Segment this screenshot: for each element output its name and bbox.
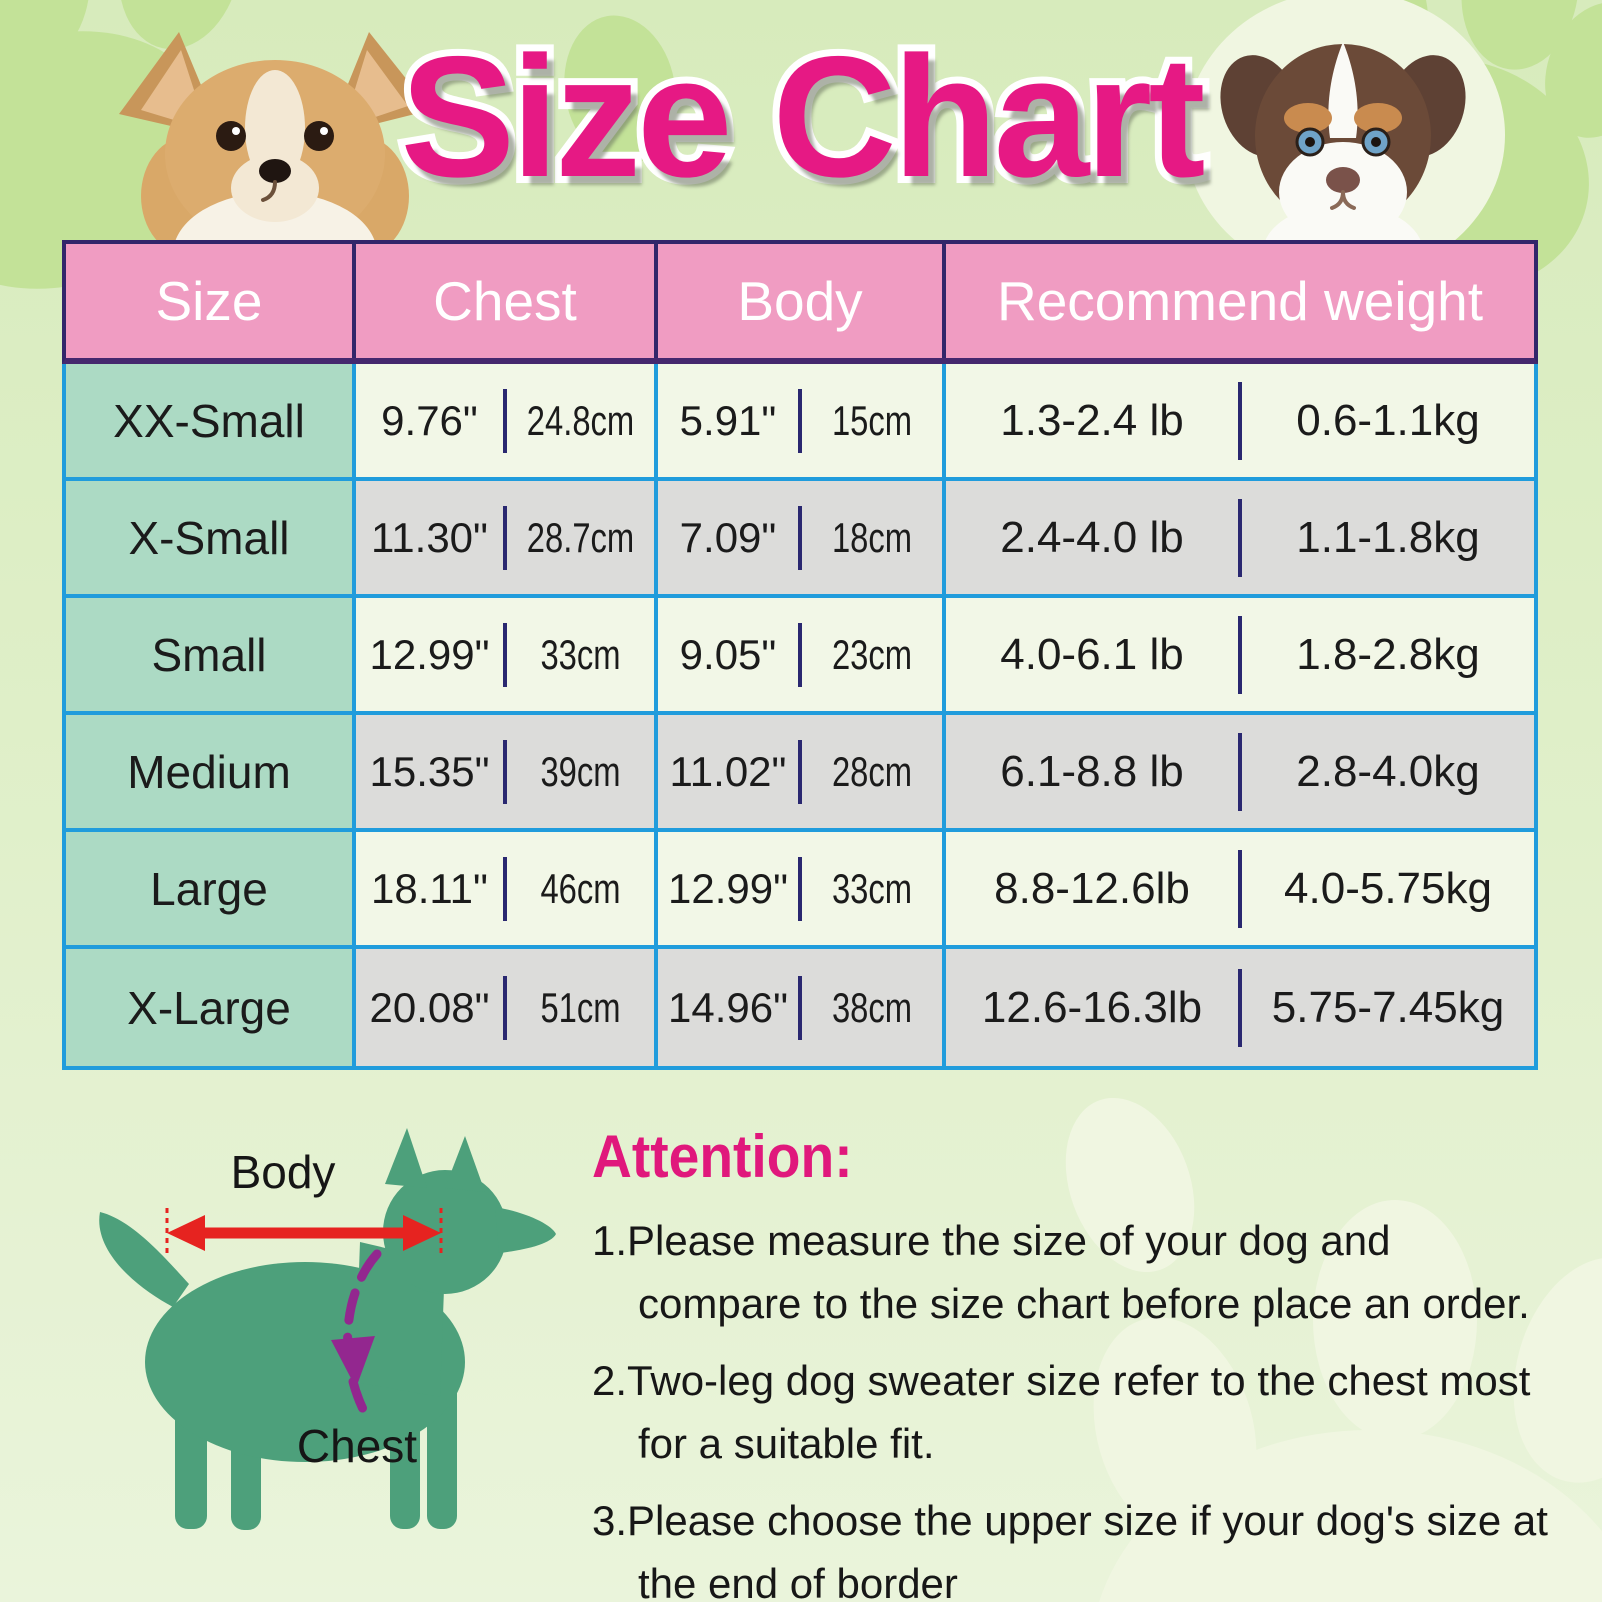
unit-divider [1238, 381, 1242, 460]
body-measure-arrow [165, 1208, 443, 1258]
chest-cm: 33cm [540, 630, 621, 678]
body-cm: 33cm [831, 864, 913, 912]
table-row: X-Large 20.08" 51cm 14.96" 38cm 12.6-16.3l… [66, 949, 1534, 1066]
chest-measure-arc [331, 1249, 382, 1422]
body-cm: 38cm [831, 983, 913, 1031]
table-row: Medium 15.35" 39cm 11.02" 28cm 6.1-8.8 lb 2… [66, 715, 1534, 832]
weight-lb: 2.4-4.0 lb [1000, 512, 1184, 562]
body-inches: 12.99" [667, 864, 788, 912]
unit-divider [503, 622, 507, 687]
size-label: XX-Small [66, 364, 356, 477]
size-label: Small [66, 598, 356, 711]
chest-cm: 51cm [540, 983, 621, 1031]
attention-section: Attention: 1.Please measure the size of … [592, 1122, 1560, 1602]
column-header-body: Body [658, 244, 946, 358]
attention-item-3: 3.Please choose the upper size if your d… [592, 1497, 1548, 1602]
table-body: XX-Small 9.76" 24.8cm 5.91" 15cm 1.3-2.4 l… [62, 364, 1538, 1070]
body-inches: 11.02" [669, 747, 787, 795]
unit-divider [798, 505, 802, 570]
table-row: X-Small 11.30" 28.7cm 7.09" 18cm 2.4-4.0 l… [66, 481, 1534, 598]
body-inches: 14.96" [667, 983, 788, 1031]
puppy-photo [1220, 42, 1466, 242]
body-inches: 5.91" [679, 396, 777, 444]
unit-divider [503, 505, 507, 570]
unit-divider [798, 856, 802, 921]
weight-lb: 1.3-2.4 lb [1000, 395, 1184, 445]
unit-divider [503, 739, 507, 804]
table-row: Small 12.99" 33cm 9.05" 23cm 4.0-6.1 lb 1.8… [66, 598, 1534, 715]
dog-silhouette-icon [99, 1128, 556, 1530]
body-cm: 23cm [831, 630, 913, 678]
table-row: XX-Small 9.76" 24.8cm 5.91" 15cm 1.3-2.4 l… [66, 364, 1534, 481]
chest-inches: 15.35" [369, 747, 490, 795]
chest-cm: 28.7cm [526, 513, 635, 561]
chest-inches: 20.08" [369, 983, 490, 1031]
unit-divider [1238, 732, 1242, 811]
chest-inches: 12.99" [369, 630, 490, 678]
attention-item-1: 1.Please measure the size of your dog an… [592, 1217, 1530, 1327]
weight-kg: 0.6-1.1kg [1296, 395, 1480, 445]
page-title: Size Chart [393, 14, 1212, 220]
column-header-weight: Recommend weight [996, 270, 1484, 332]
unit-divider [798, 622, 802, 687]
size-label: X-Small [66, 481, 356, 594]
chest-label: Chest [297, 1420, 417, 1472]
table-header-row: Size Chest Body Recommend weight [62, 240, 1538, 364]
unit-divider [503, 975, 507, 1040]
chest-inches: 9.76" [381, 396, 478, 444]
unit-divider [503, 856, 507, 921]
weight-lb: 12.6-16.3lb [981, 982, 1203, 1032]
column-header-chest: Chest [356, 244, 658, 358]
unit-divider [503, 388, 507, 453]
unit-divider [1238, 968, 1242, 1047]
weight-kg: 1.1-1.8kg [1296, 512, 1480, 562]
body-inches: 7.09" [679, 513, 777, 561]
unit-divider [798, 388, 802, 453]
body-inches: 9.05" [679, 630, 777, 678]
size-label: X-Large [66, 949, 356, 1066]
weight-lb: 8.8-12.6lb [994, 863, 1190, 913]
size-chart-table: Size Chest Body Recommend weight XX-Smal… [62, 240, 1538, 1070]
size-label: Large [66, 832, 356, 945]
body-label: Body [231, 1146, 336, 1198]
chest-cm: 39cm [540, 747, 621, 795]
chest-cm: 24.8cm [526, 396, 635, 444]
body-cm: 15cm [831, 396, 913, 444]
attention-item-2: 2.Two-leg dog sweater size refer to the … [592, 1357, 1531, 1467]
attention-heading: Attention: [592, 1123, 853, 1190]
body-cm: 18cm [831, 513, 913, 561]
weight-kg: 2.8-4.0kg [1296, 746, 1480, 796]
chest-cm: 46cm [540, 864, 621, 912]
table-row: Large 18.11" 46cm 12.99" 33cm 8.8-12.6lb 4.… [66, 832, 1534, 949]
column-header-size: Size [66, 244, 356, 358]
weight-kg: 1.8-2.8kg [1296, 629, 1480, 679]
chest-inches: 18.11" [371, 864, 488, 912]
weight-kg: 4.0-5.75kg [1284, 863, 1492, 913]
chihuahua-photo [119, 32, 431, 242]
chest-inches: 11.30" [371, 513, 488, 561]
unit-divider [1238, 498, 1242, 577]
measurement-diagram: Body Chest [99, 1128, 556, 1530]
weight-kg: 5.75-7.45kg [1271, 982, 1505, 1032]
unit-divider [798, 739, 802, 804]
unit-divider [1238, 615, 1242, 694]
unit-divider [798, 975, 802, 1040]
unit-divider [1238, 849, 1242, 928]
weight-lb: 6.1-8.8 lb [1000, 746, 1184, 796]
weight-lb: 4.0-6.1 lb [1000, 629, 1184, 679]
size-label: Medium [66, 715, 356, 828]
body-cm: 28cm [831, 747, 913, 795]
